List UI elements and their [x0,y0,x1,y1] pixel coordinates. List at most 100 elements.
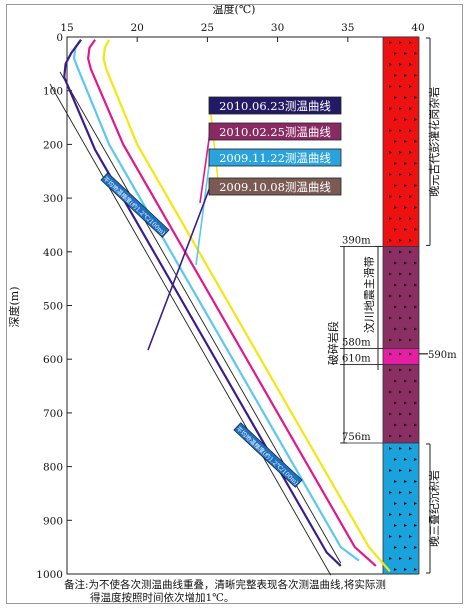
lithology-texture: ▸ [399,149,402,156]
y-tick-label: 800 [43,462,63,474]
lithology-texture: ▸ [404,72,407,79]
y-tick-label: 600 [43,354,63,366]
lithology-texture: ▸ [399,171,402,178]
footnote-line-1: 备注:为不使各次测温曲线重叠，清晰完整表现各次测温曲线,将实际测 [64,579,386,591]
lithology-texture: ▸ [394,160,397,167]
lithology-texture: ▸ [399,61,402,68]
depth-marker-label: 580m [342,337,371,348]
legend-label: 2009.10.08测温曲线 [219,180,331,194]
lithology-texture: ▸ [394,325,397,332]
lithology-texture: ▸ [404,478,407,485]
lithology-texture: ▸ [409,511,412,518]
lithology-texture: ▸ [389,336,392,343]
y-tick-label: 100 [43,86,63,98]
lithology-texture: ▸ [389,433,392,440]
y-tick-label: 0 [56,32,63,44]
lithology-texture: ▸ [414,325,417,332]
lithology-texture: ▸ [414,303,417,310]
lithology-texture: ▸ [409,411,412,418]
gradient-line [59,71,342,564]
lithology-texture: ▸ [404,566,407,573]
lithology-texture: ▸ [399,445,402,452]
gradient-label-box [100,172,170,238]
lithology-texture: ▸ [389,389,392,396]
lithology-texture: ▸ [414,204,417,211]
lithology-texture: ▸ [394,422,397,429]
lithology-texture: ▸ [414,160,417,167]
lithology-texture: ▸ [389,215,392,222]
y-axis-title: 深度(m) [7,286,21,327]
lithology-texture: ▸ [404,204,407,211]
legend-leader [199,131,211,204]
y-tick-label: 900 [43,515,63,527]
lithology-texture: ▸ [409,105,412,112]
lithology-texture: ▸ [404,182,407,189]
lithology-texture: ▸ [399,336,402,343]
lithology-texture: ▸ [414,422,417,429]
lithology-texture: ▸ [399,270,402,277]
lithology-texture: ▸ [414,72,417,79]
legend-leader [209,105,219,181]
gradient-label-box [233,422,303,488]
y-tick-label: 400 [43,247,63,259]
lithology-band [382,442,420,575]
lithology-texture: ▸ [414,500,417,507]
lithology-texture: ▸ [404,400,407,407]
lithology-band [382,364,420,444]
lithology-texture: ▸ [394,116,397,123]
lithology-texture: ▸ [409,489,412,496]
lithology-texture: ▸ [394,400,397,407]
lithology-texture: ▸ [404,544,407,551]
lithology-texture: ▸ [389,171,392,178]
lithology-texture: ▸ [389,555,392,562]
lithology-texture: ▸ [409,555,412,562]
lithology-texture: ▸ [409,389,412,396]
lithology-texture: ▸ [399,467,402,474]
lithology-band [382,36,420,247]
lithology-texture: ▸ [414,281,417,288]
zone-label: 汶川地震主滑带 [362,256,376,333]
lithology-texture: ▸ [409,248,412,255]
y-tick-label: 200 [43,139,63,151]
lithology-texture: ▸ [399,511,402,518]
lithology-label: 晚元古代彭灌花岗杂岩 [427,87,441,197]
lithology-texture: ▸ [399,314,402,321]
lithology-texture: ▸ [389,39,392,46]
lithology-texture: ▸ [404,325,407,332]
lithology-texture: ▸ [389,61,392,68]
footnote: 备注:为不使各次测温曲线重叠，清晰完整表现各次测温曲线,将实际测 得温度按照时间… [64,579,464,605]
lithology-texture: ▸ [389,489,392,496]
lithology-texture: ▸ [389,270,392,277]
legend-leader [147,186,211,351]
lithology-texture: ▸ [389,149,392,156]
lithology-texture: ▸ [414,522,417,529]
lithology-texture: ▸ [394,281,397,288]
lithology-texture: ▸ [414,400,417,407]
lithology-texture: ▸ [389,350,392,357]
lithology-texture: ▸ [404,259,407,266]
lithology-texture: ▸ [399,39,402,46]
lithology-texture: ▸ [394,478,397,485]
footnote-line-2: 得温度按照时间依次增加1℃。 [90,592,235,604]
lithology-texture: ▸ [404,94,407,101]
lithology-texture: ▸ [389,105,392,112]
lithology-texture: ▸ [404,522,407,529]
lithology-texture: ▸ [394,544,397,551]
lithology-texture: ▸ [404,422,407,429]
lithology-texture: ▸ [404,50,407,57]
lithology-texture: ▸ [389,248,392,255]
lithology-texture: ▸ [389,193,392,200]
lithology-texture: ▸ [389,314,392,321]
legend-box [208,148,342,167]
x-tick-label: 30 [271,22,284,34]
lithology-texture: ▸ [389,292,392,299]
lithology-texture: ▸ [404,500,407,507]
lithology-label: 晚三叠纪沉积岩 [427,470,441,547]
depth-marker-label: 390m [342,235,371,246]
gradient-line-parallel [49,83,332,576]
lithology-texture: ▸ [409,127,412,134]
lithology-texture: ▸ [414,544,417,551]
lithology-texture: ▸ [404,303,407,310]
y-tick-label: 500 [43,301,63,313]
lithology-band [382,246,420,349]
